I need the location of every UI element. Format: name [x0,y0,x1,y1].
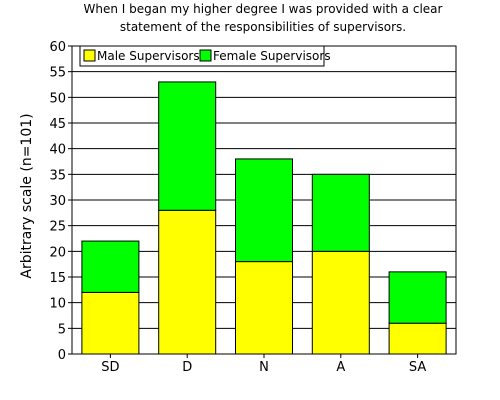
bar-d-female-supervisors [158,81,217,211]
y-tick-label: 10 [49,297,66,312]
x-tick-label-n: N [259,360,269,375]
x-tick-label-sa: SA [409,360,426,375]
y-tick-label: 35 [49,168,66,183]
legend-swatch-female-supervisors [199,49,212,62]
x-tick-labels: SD D N A SA [101,360,426,375]
y-tick-label: 45 [49,117,66,132]
legend-label-male-supervisors: Male Supervisors [97,49,200,63]
bar-n-female-supervisors [235,158,293,263]
legend: Male Supervisors Female Supervisors [79,45,331,67]
x-tick-label-sd: SD [101,360,119,375]
y-tick-label: 5 [58,322,66,337]
bars [81,81,447,355]
y-tick-label: 15 [49,271,66,286]
y-tick-labels: 0 5 10 15 20 25 30 35 40 45 50 55 60 [49,40,66,363]
chart-title-line-2: statement of the responsibilities of sup… [120,20,406,34]
y-tick-label: 55 [49,66,66,81]
y-tick-label: 20 [49,245,66,260]
legend-label-female-supervisors: Female Supervisors [213,49,331,63]
y-tick-label: 30 [49,194,66,209]
y-tick-label: 0 [58,348,66,363]
y-tick-label: 60 [49,40,66,55]
bar-sd-female-supervisors [81,240,140,293]
legend-swatch-male-supervisors [83,49,96,62]
bar-d-male-supervisors [158,209,217,355]
bar-n-male-supervisors [235,261,293,355]
y-tick-label: 50 [49,91,66,106]
bar-sa-male-supervisors [388,322,447,355]
x-tick-label-a: A [336,360,345,375]
y-axis-label: Arbitrary scale (n=101) [19,113,35,278]
bar-sd-male-supervisors [81,291,140,355]
y-tick-label: 25 [49,220,66,235]
bar-a-female-supervisors [311,173,370,252]
x-tick-label-d: D [182,360,192,375]
y-tick-label: 40 [49,143,66,158]
bar-sa-female-supervisors [388,271,447,324]
bar-a-male-supervisors [311,250,370,355]
chart-title-line-1: When I began my higher degree I was prov… [84,2,443,16]
